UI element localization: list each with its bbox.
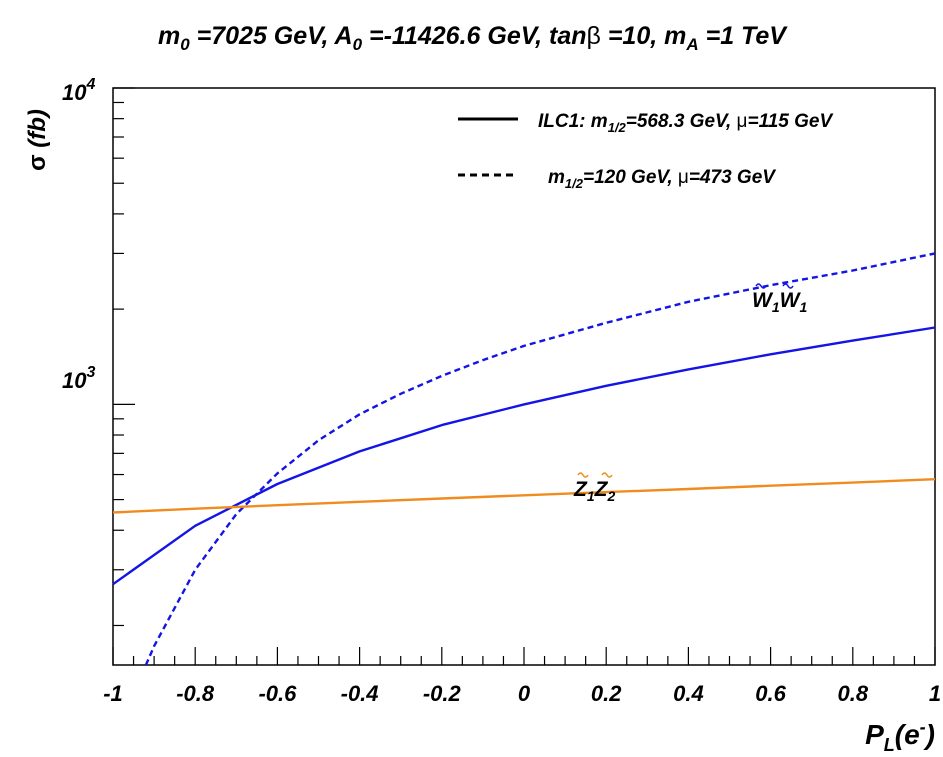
chart-title: m0 =7025 GeV, A0 =-11426.6 GeV, tanβ =10… bbox=[158, 22, 788, 54]
legend-entry-1: ILC1: m1/2=568.3 GeV, μ=115 GeV bbox=[538, 111, 833, 135]
x-tick-label: 0.4 bbox=[673, 681, 704, 706]
x-tick-label: 1 bbox=[929, 681, 941, 706]
x-tick-label: 0.6 bbox=[755, 681, 786, 706]
tilde-w2-icon bbox=[782, 283, 794, 289]
y-tick-label-10000: 104 bbox=[62, 76, 95, 105]
x-tick-label: 0.8 bbox=[838, 681, 869, 706]
x-tick-label: -1 bbox=[103, 681, 123, 706]
x-tick-label: -0.6 bbox=[258, 681, 297, 706]
series-z1z2-solid bbox=[112, 478, 936, 514]
y-axis-label: σ (fb) bbox=[24, 109, 51, 171]
plot-frame bbox=[112, 87, 936, 666]
x-axis-label: PL(e-) bbox=[865, 717, 935, 755]
ticks-layer: -1 -0.8 -0.6 -0.4 -0.2 0 0.2 0.4 0.6 0.8 1 bbox=[103, 87, 941, 706]
x-tick-label: 0 bbox=[518, 681, 531, 706]
tilde-z1-icon bbox=[577, 472, 589, 478]
annotation-z1z2-label: Z1Z2 bbox=[573, 478, 615, 504]
annotation-w1w1: W1W1 bbox=[752, 283, 807, 315]
legend: ILC1: m1/2=568.3 GeV, μ=115 GeV m1/2=120… bbox=[458, 111, 833, 191]
x-tick-label: -0.4 bbox=[341, 681, 379, 706]
x-tick-label: 0.2 bbox=[591, 681, 622, 706]
x-tick-label: -0.2 bbox=[423, 681, 462, 706]
series-w1w1-solid bbox=[112, 326, 936, 586]
series-w1w1-dashed bbox=[144, 252, 936, 666]
series-layer bbox=[112, 252, 936, 666]
legend-entry-2: m1/2=120 GeV, μ=473 GeV bbox=[548, 167, 776, 191]
tilde-w1-icon bbox=[755, 283, 767, 289]
y-tick-label-1000: 103 bbox=[62, 364, 95, 393]
tilde-z2-icon bbox=[601, 472, 613, 478]
annotation-w1w1-label: W1W1 bbox=[752, 289, 807, 315]
annotation-z1z2: Z1Z2 bbox=[573, 472, 615, 504]
x-tick-label: -0.8 bbox=[176, 681, 215, 706]
